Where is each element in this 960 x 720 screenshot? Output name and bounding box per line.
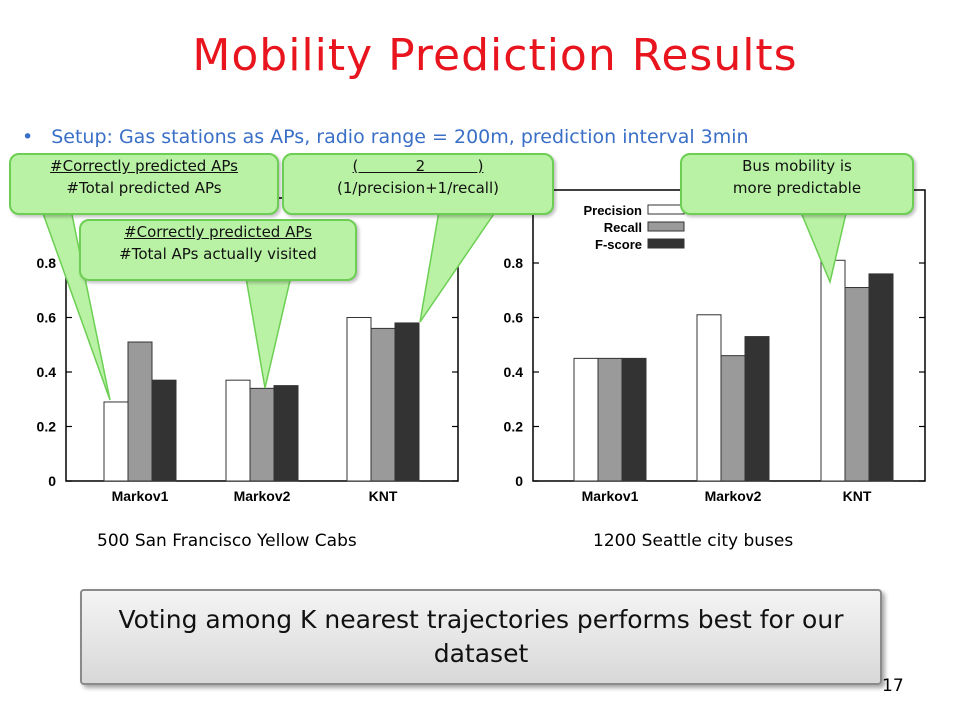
fscore-callout-tail (419, 204, 502, 323)
bar-recall-markov1 (597, 357, 623, 482)
precision-denominator: #Total predicted APs (66, 179, 222, 197)
y-tick-label: 0.2 (504, 419, 524, 435)
bar-recall-markov1 (127, 341, 153, 482)
setup-line: • Setup: Gas stations as APs, radio range… (22, 126, 749, 148)
legend-label: Recall (604, 220, 642, 235)
y-tick-label: 0 (515, 473, 523, 489)
legend-label: Precision (583, 203, 642, 218)
bar-precision-markov1 (573, 357, 599, 482)
conclusion-box: Voting among K nearest trajectories perf… (80, 589, 882, 685)
fscore-callout: ( 2 ) (1/precision+1/recall) (282, 153, 554, 215)
bar-recall-knt (370, 327, 396, 482)
bar-precision-knt (820, 259, 846, 482)
page-number: 17 (882, 676, 904, 696)
x-tick-label: KNT (369, 488, 398, 504)
x-tick-label: Markov1 (112, 488, 169, 504)
recall-denominator: #Total APs actually visited (119, 245, 317, 263)
bullet-icon: • (22, 126, 34, 148)
recall-callout: #Correctly predicted APs #Total APs actu… (79, 219, 357, 281)
y-tick-label: 0.6 (37, 310, 57, 326)
conclusion-text: Voting among K nearest trajectories perf… (118, 605, 844, 668)
precision-numerator: #Correctly predicted APs (50, 157, 238, 175)
bar-f-score-markov1 (621, 357, 647, 482)
bar-f-score-markov1 (151, 379, 177, 482)
recall-numerator: #Correctly predicted APs (124, 223, 312, 241)
y-tick-label: 0 (48, 473, 56, 489)
bar-recall-markov2 (249, 387, 275, 482)
chart-caption-sf: 500 San Francisco Yellow Cabs (97, 531, 357, 551)
bus-callout: Bus mobility is more predictable (680, 153, 914, 215)
legend-label: F-score (595, 237, 642, 252)
legend-swatch (647, 238, 685, 249)
legend-swatch (647, 221, 685, 232)
y-tick-label: 0.8 (504, 255, 524, 271)
bar-f-score-markov2 (273, 385, 299, 482)
fscore-denominator: (1/precision+1/recall) (337, 179, 499, 197)
y-tick-label: 0.8 (37, 255, 57, 271)
x-tick-label: Markov2 (234, 488, 291, 504)
setup-text: Setup: Gas stations as APs, radio range … (51, 126, 749, 148)
y-tick-label: 0.2 (37, 419, 57, 435)
precision-callout: #Correctly predicted APs #Total predicte… (9, 153, 279, 215)
recall-callout-tail (244, 271, 293, 389)
bar-recall-markov2 (720, 355, 746, 482)
bus-callout-line1: Bus mobility is (742, 157, 852, 175)
bar-precision-knt (346, 317, 372, 482)
bar-f-score-markov2 (744, 336, 770, 482)
fscore-numerator: ( 2 ) (352, 157, 484, 175)
y-tick-label: 0.6 (504, 310, 524, 326)
legend-swatch (647, 204, 685, 215)
chart-caption-seattle: 1200 Seattle city buses (593, 531, 794, 551)
x-tick-label: Markov2 (705, 488, 762, 504)
bar-precision-markov2 (225, 379, 251, 482)
slide-title: Mobility Prediction Results (192, 30, 798, 81)
x-tick-label: KNT (843, 488, 872, 504)
bar-f-score-knt (868, 273, 894, 482)
bus-callout-line2: more predictable (732, 179, 862, 197)
y-tick-label: 0.4 (37, 364, 57, 380)
x-tick-label: Markov1 (582, 488, 639, 504)
bar-precision-markov1 (103, 401, 129, 482)
bar-f-score-knt (394, 322, 420, 482)
y-tick-label: 0.4 (504, 364, 524, 380)
bar-precision-markov2 (696, 314, 722, 482)
bar-recall-knt (844, 287, 870, 482)
